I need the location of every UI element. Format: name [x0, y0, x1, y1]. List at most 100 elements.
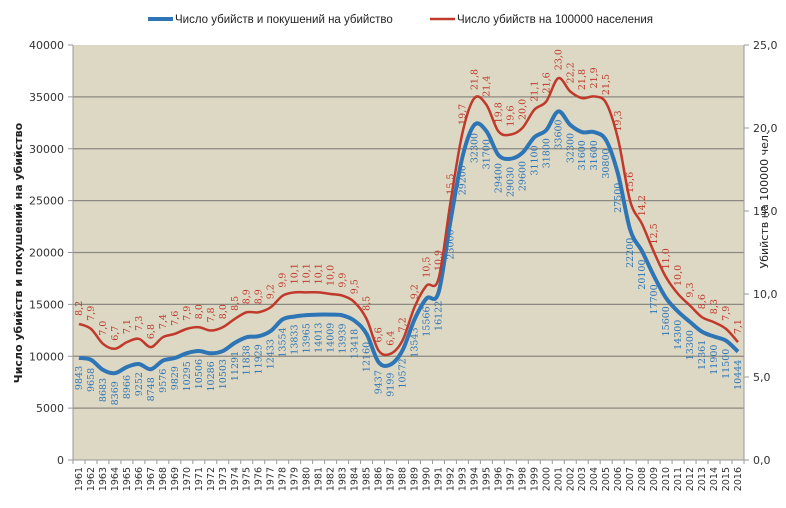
x-tick-label: 1985	[362, 467, 373, 491]
data-label-rate: 10,9	[433, 250, 444, 271]
data-label-total: 12361	[697, 340, 708, 370]
y2-tick-label: 20,0	[753, 122, 778, 135]
data-label-rate: 21,8	[469, 69, 480, 90]
data-label-total: 16122	[433, 301, 444, 331]
legend: Число убийств и покушений на убийство Чи…	[148, 14, 653, 26]
data-label-rate: 15,5	[445, 174, 456, 195]
x-tick-label: 2015	[721, 467, 732, 491]
data-label-total: 22200	[625, 238, 636, 268]
data-label-rate: 8,9	[242, 289, 253, 304]
x-tick-label: 1968	[158, 467, 169, 491]
data-label-total: 32300	[565, 133, 576, 163]
x-tick-label: 1969	[170, 467, 181, 491]
data-label-total: 11500	[721, 349, 732, 379]
data-label-total: 33600	[553, 119, 564, 149]
y-tick-label: 20000	[29, 247, 64, 260]
x-tick-label: 1971	[194, 467, 205, 491]
data-label-rate: 7,1	[122, 319, 133, 334]
data-label-rate: 9,9	[338, 273, 349, 288]
data-label-rate: 9,5	[350, 279, 361, 294]
x-tick-label: 1994	[469, 467, 480, 491]
x-tick-label: 1972	[206, 467, 217, 491]
data-label-total: 9199	[386, 373, 397, 397]
x-tick-label: 1983	[338, 467, 349, 491]
data-label-rate: 19,6	[505, 105, 516, 126]
x-tick-label: 2010	[661, 467, 672, 491]
data-label-rate: 19,7	[457, 104, 468, 125]
x-tick-label: 1970	[182, 467, 193, 491]
data-label-total: 29600	[517, 161, 528, 191]
data-label-total: 13418	[350, 329, 361, 359]
data-label-rate: 10,1	[290, 263, 301, 284]
x-tick-label: 2016	[733, 467, 744, 491]
data-label-rate: 8,6	[697, 294, 708, 309]
data-label-total: 11838	[242, 345, 253, 375]
data-label-rate: 8,5	[230, 296, 241, 311]
data-label-rate: 8,3	[709, 299, 720, 314]
data-label-total: 13965	[302, 323, 313, 353]
data-label-rate: 8,2	[74, 301, 85, 316]
x-tick-label: 1981	[314, 467, 325, 491]
legend-label-blue: Число убийств и покушений на убийство	[175, 14, 393, 26]
data-label-total: 12160	[362, 342, 373, 372]
data-label-total: 14009	[326, 323, 337, 353]
x-tick-label: 1993	[457, 467, 468, 491]
x-tick-label: 1973	[218, 467, 229, 491]
y-tick-label: 0	[57, 454, 64, 467]
data-label-total: 9437	[374, 370, 385, 394]
x-tick-label: 2011	[673, 467, 684, 491]
x-tick-label: 2007	[625, 467, 636, 491]
x-tick-label: 1978	[278, 467, 289, 491]
data-label-rate: 10,0	[326, 265, 337, 286]
data-label-rate: 21,8	[577, 69, 588, 90]
data-label-rate: 11,0	[661, 248, 672, 269]
data-label-total: 13554	[278, 327, 289, 357]
x-tick-label: 1995	[481, 467, 492, 491]
x-tick-label: 1989	[409, 467, 420, 491]
x-tick-label: 1991	[433, 467, 444, 491]
x-tick-label: 2004	[589, 467, 600, 491]
x-tick-label: 1984	[350, 467, 361, 491]
data-label-rate: 19,3	[613, 110, 624, 131]
y-tick-label: 5000	[36, 402, 64, 415]
data-label-total: 15566	[421, 307, 432, 337]
data-label-rate: 19,8	[493, 102, 504, 123]
x-tick-label: 2002	[565, 467, 576, 491]
data-label-total: 13543	[409, 327, 420, 357]
x-tick-label: 2012	[685, 467, 696, 491]
data-label-total: 31600	[589, 140, 600, 170]
y-axis-left: 0 5000 10000 15000 20000 25000 30000 35000 40000	[29, 39, 74, 467]
data-label-rate: 7,9	[86, 306, 97, 321]
gridlines	[73, 96, 744, 409]
y2-tick-label: 25,0	[753, 39, 778, 52]
data-label-rate: 7,8	[206, 307, 217, 322]
y-tick-label: 10000	[29, 350, 64, 363]
data-label-rate: 23,0	[553, 49, 564, 70]
data-label-rate: 7,4	[158, 314, 169, 329]
x-tick-label: 1967	[146, 467, 157, 491]
data-label-total: 13939	[338, 323, 349, 353]
x-tick-label: 1961	[74, 467, 85, 491]
y-axis-right-title: Убийств на 100000 чел.	[758, 132, 771, 269]
data-label-rate: 7,9	[182, 306, 193, 321]
data-label-total: 9829	[170, 366, 181, 390]
data-label-total: 11291	[230, 351, 241, 381]
y2-tick-label: 10,0	[753, 288, 778, 301]
data-label-total: 10506	[194, 359, 205, 389]
x-tick-label: 1964	[110, 467, 121, 491]
data-label-rate: 8,9	[254, 289, 265, 304]
x-tick-label: 2008	[637, 467, 648, 491]
x-tick-label: 1999	[529, 467, 540, 491]
data-label-rate: 21,9	[589, 67, 600, 88]
y2-tick-label: 0,0	[753, 454, 771, 467]
data-label-rate: 7,2	[398, 317, 409, 332]
y-tick-label: 35000	[29, 91, 64, 104]
x-tick-label: 1976	[254, 467, 265, 491]
data-label-rate: 14,2	[637, 195, 648, 216]
x-tick-label: 2005	[601, 467, 612, 491]
data-label-rate: 21,5	[601, 74, 612, 95]
x-tick-label: 2014	[709, 467, 720, 491]
y-axis-right: 0,0 5,0 10,0 15,0 20,0 25,0	[743, 39, 778, 467]
data-label-rate: 7,6	[170, 311, 181, 326]
